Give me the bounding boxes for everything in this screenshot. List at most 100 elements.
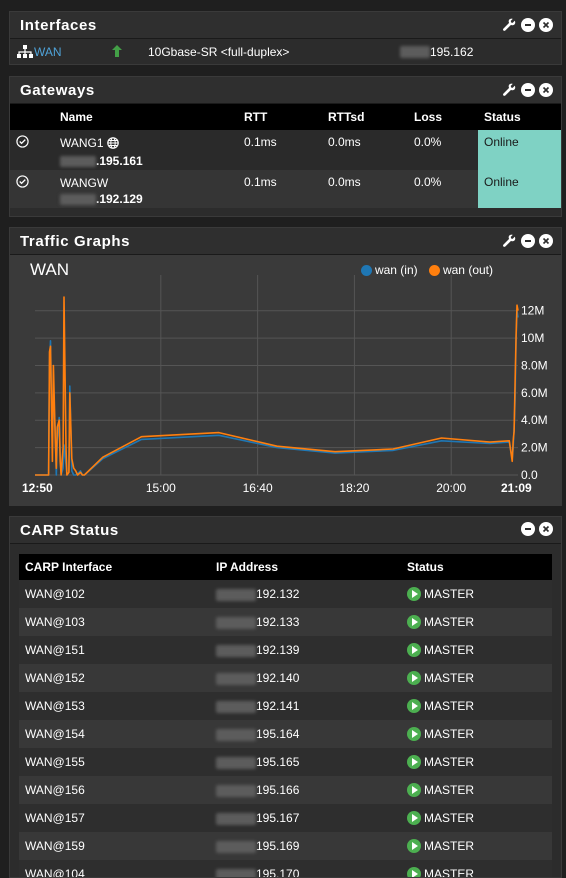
interface-ip: 195.162 bbox=[430, 45, 474, 59]
minimize-icon[interactable] bbox=[521, 83, 535, 97]
redacted-ip bbox=[216, 700, 256, 713]
carp-interface: WAN@153 bbox=[19, 692, 210, 720]
interface-link-wan[interactable]: WAN bbox=[34, 45, 62, 59]
carp-ip: 192.133 bbox=[256, 615, 300, 629]
carp-status-cell: MASTER bbox=[401, 720, 552, 748]
carp-status-cell: MASTER bbox=[401, 580, 552, 608]
wrench-icon[interactable] bbox=[501, 17, 517, 33]
carp-ip-cell: 192.140 bbox=[210, 664, 401, 692]
redacted-ip bbox=[216, 840, 256, 853]
y-tick-label: 8.0M bbox=[521, 358, 548, 372]
x-tick-label: 16:40 bbox=[243, 481, 273, 495]
y-tick-label: 0.0 bbox=[521, 468, 538, 482]
traffic-chart: 0.0 2.0M 4.0M 6.0M 8.0M 10M 12M 12:50 15:00 16:40… bbox=[22, 275, 548, 495]
col-loss: Loss bbox=[408, 104, 478, 130]
x-tick-label: 20:00 bbox=[436, 481, 466, 495]
carp-status-cell: MASTER bbox=[401, 692, 552, 720]
redacted-ip bbox=[216, 756, 256, 769]
interfaces-header-controls bbox=[501, 17, 553, 33]
carp-status: MASTER bbox=[424, 670, 475, 685]
gateway-rttsd: 0.0ms bbox=[322, 130, 408, 170]
minimize-icon[interactable] bbox=[521, 522, 535, 536]
carp-interface: WAN@102 bbox=[19, 580, 210, 608]
play-icon bbox=[407, 811, 421, 826]
globe-icon bbox=[107, 137, 119, 152]
carp-status: MASTER bbox=[424, 838, 475, 853]
legend-swatch-in bbox=[360, 265, 372, 277]
close-icon[interactable] bbox=[539, 234, 553, 248]
carp-title: CARP Status bbox=[20, 521, 119, 539]
table-row: WAN@103 192.133 MASTER bbox=[19, 608, 552, 636]
y-tick-label: 2.0M bbox=[521, 441, 548, 455]
wrench-icon[interactable] bbox=[501, 233, 517, 249]
minimize-icon[interactable] bbox=[521, 18, 535, 32]
gateway-status: Online bbox=[478, 170, 561, 208]
play-icon bbox=[407, 867, 421, 877]
col-icon bbox=[10, 104, 54, 130]
legend-item-in[interactable]: wan (in) bbox=[360, 263, 418, 277]
col-rtt: RTT bbox=[238, 104, 322, 130]
table-row: WAN@153 192.141 MASTER bbox=[19, 692, 552, 720]
carp-interface: WAN@154 bbox=[19, 720, 210, 748]
play-icon bbox=[407, 671, 421, 686]
carp-ip-cell: 195.167 bbox=[210, 804, 401, 832]
close-icon[interactable] bbox=[539, 83, 553, 97]
redacted-ip bbox=[216, 644, 256, 657]
col-carp-status: Status bbox=[401, 554, 552, 580]
redacted-ip bbox=[216, 588, 256, 601]
legend-item-out[interactable]: wan (out) bbox=[428, 263, 493, 277]
gateways-header-controls bbox=[501, 82, 553, 98]
carp-ip-cell: 192.132 bbox=[210, 580, 401, 608]
graph-title: WAN bbox=[30, 260, 70, 279]
redacted-ip bbox=[216, 672, 256, 685]
interface-row: WAN 10Gbase-SR <full-duplex> 195.162 bbox=[10, 39, 561, 65]
interfaces-header: Interfaces bbox=[10, 12, 561, 39]
play-icon bbox=[407, 783, 421, 798]
x-tick-label: 21:09 bbox=[501, 481, 532, 495]
interface-media: 10Gbase-SR <full-duplex> bbox=[148, 45, 290, 59]
carp-status-cell: MASTER bbox=[401, 636, 552, 664]
close-icon[interactable] bbox=[539, 522, 553, 536]
gateway-rtt: 0.1ms bbox=[238, 170, 322, 208]
legend-label-out: wan (out) bbox=[442, 263, 493, 277]
table-row: WAN@151 192.139 MASTER bbox=[19, 636, 552, 664]
carp-rows: WAN@102 192.132 MASTER WAN@103 192.133 MASTER… bbox=[19, 580, 552, 878]
wrench-icon[interactable] bbox=[501, 82, 517, 98]
carp-header-controls bbox=[521, 522, 553, 536]
carp-ip: 192.139 bbox=[256, 643, 300, 657]
table-row: WAN@154 195.164 MASTER bbox=[19, 720, 552, 748]
col-name: Name bbox=[54, 104, 238, 130]
carp-status-cell: MASTER bbox=[401, 748, 552, 776]
play-icon bbox=[407, 615, 421, 630]
carp-status-cell: MASTER bbox=[401, 664, 552, 692]
close-icon[interactable] bbox=[539, 18, 553, 32]
x-tick-label: 15:00 bbox=[146, 481, 176, 495]
carp-status: MASTER bbox=[424, 810, 475, 825]
redacted-ip bbox=[216, 616, 256, 629]
carp-ip-cell: 192.139 bbox=[210, 636, 401, 664]
gateway-loss: 0.0% bbox=[408, 130, 478, 170]
carp-status-cell: MASTER bbox=[401, 608, 552, 636]
carp-panel: CARP Status CARP Interface IP Address St… bbox=[9, 516, 562, 878]
carp-ip: 195.170 bbox=[256, 867, 300, 878]
legend-label-in: wan (in) bbox=[374, 263, 418, 277]
carp-ip: 192.132 bbox=[256, 587, 300, 601]
carp-interface: WAN@103 bbox=[19, 608, 210, 636]
interfaces-title: Interfaces bbox=[20, 16, 97, 34]
col-rttsd: RTTsd bbox=[322, 104, 408, 130]
carp-status-cell: MASTER bbox=[401, 804, 552, 832]
carp-interface: WAN@155 bbox=[19, 748, 210, 776]
minimize-icon[interactable] bbox=[521, 234, 535, 248]
gateway-name: WANGW bbox=[60, 176, 109, 190]
y-tick-label: 6.0M bbox=[521, 386, 548, 400]
redacted-ip bbox=[216, 728, 256, 741]
table-row: WAN@155 195.165 MASTER bbox=[19, 748, 552, 776]
carp-ip-cell: 195.166 bbox=[210, 776, 401, 804]
network-icon bbox=[17, 45, 33, 62]
gateway-name: WANG1 bbox=[60, 136, 104, 150]
gateways-header-row: Name RTT RTTsd Loss Status bbox=[10, 104, 561, 130]
carp-interface: WAN@157 bbox=[19, 804, 210, 832]
chart-legend: wan (in) wan (out) bbox=[360, 263, 493, 277]
redacted-ip bbox=[60, 194, 96, 206]
carp-ip: 195.167 bbox=[256, 811, 300, 825]
